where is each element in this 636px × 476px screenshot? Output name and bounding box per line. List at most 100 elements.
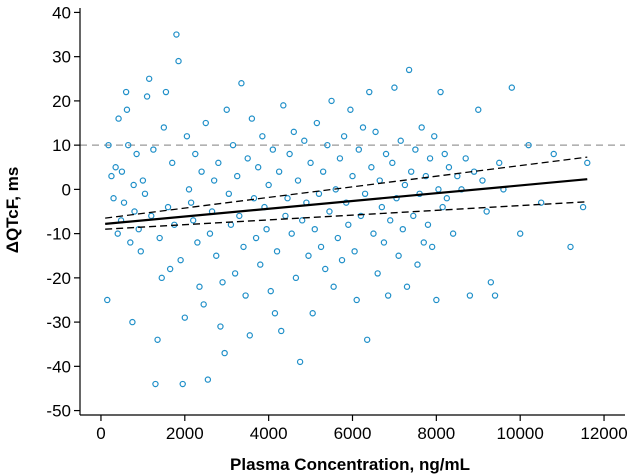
data-point [322,265,329,273]
y-axis: -50 -40 -30 -20 -10 0 10 20 30 40 [46,3,81,421]
data-point [313,119,321,127]
data-point [340,133,348,140]
data-point [166,265,174,273]
data-point [288,230,295,237]
x-tick-label: 12000 [580,424,627,443]
data-point [280,102,287,109]
ci-upper-line [105,156,588,219]
data-point [349,172,356,180]
data-point [445,164,453,171]
data-point [307,159,314,167]
data-point [347,106,354,113]
data-point [250,195,258,202]
data-point [584,159,591,167]
data-point [366,88,373,96]
x-tick-label: 2000 [166,424,204,443]
data-point [162,88,170,96]
data-point [196,283,203,290]
data-point [114,230,121,237]
data-point [412,146,419,153]
data-point [428,243,436,251]
data-point [112,164,119,171]
x-tick-label: 8000 [417,424,455,443]
data-point [351,248,358,255]
data-point [120,199,128,206]
data-point [378,203,386,211]
data-point [246,332,253,339]
data-point [332,186,339,193]
data-point [410,212,417,220]
data-point [200,301,207,308]
data-point [319,168,327,175]
data-point [257,261,264,268]
y-tick-label: -50 [46,402,71,421]
data-point [317,243,325,251]
data-point [139,177,147,184]
data-point [508,84,516,91]
data-point [242,292,249,299]
data-point [382,150,390,158]
data-point [324,141,331,149]
data-point [470,168,478,175]
data-point [326,208,333,215]
x-tick-label: 6000 [334,424,372,443]
data-point [234,172,241,180]
data-point [418,124,425,131]
y-tick-label: -30 [46,313,71,332]
data-point [263,225,270,233]
data-point [194,239,201,246]
data-point [296,358,304,366]
data-point [150,146,157,153]
data-point [104,296,111,304]
data-point [359,124,367,131]
data-point [189,217,197,224]
data-point [238,80,245,87]
data-point [148,212,155,220]
data-point [225,190,233,198]
data-point [133,150,140,158]
data-point [368,164,375,171]
data-point [204,376,212,383]
data-point [370,230,377,237]
data-point [210,177,218,184]
data-point [284,195,291,202]
data-point [282,212,289,220]
data-point [353,296,360,304]
data-point [137,248,144,255]
data-point [422,172,430,180]
data-point [345,221,352,228]
data-point [135,225,142,233]
data-point [185,186,193,193]
data-point [177,256,184,264]
data-point [254,164,262,171]
data-point [221,349,228,357]
data-point [338,256,346,264]
data-point [395,252,402,259]
data-point [298,217,306,224]
data-point [252,234,260,242]
data-point [164,203,172,211]
data-point [435,186,442,193]
data-point [231,270,239,277]
x-axis-title: Plasma Concentration, ng/mL [230,455,470,474]
data-point [240,243,247,251]
data-point [269,146,277,153]
data-point [496,159,503,167]
y-tick-label: 20 [52,92,71,111]
data-point [215,159,222,167]
data-point [173,31,180,38]
data-point [192,150,199,158]
data-point [108,172,115,180]
data-point [315,190,323,198]
data-point [198,168,205,175]
data-point [206,230,214,237]
data-point [115,115,122,122]
data-point [458,186,465,193]
data-point [405,66,413,74]
data-point [466,292,474,299]
data-point [407,168,415,175]
data-point [105,141,112,149]
data-point [118,168,126,175]
data-point [127,239,134,246]
plot-area [80,31,625,388]
